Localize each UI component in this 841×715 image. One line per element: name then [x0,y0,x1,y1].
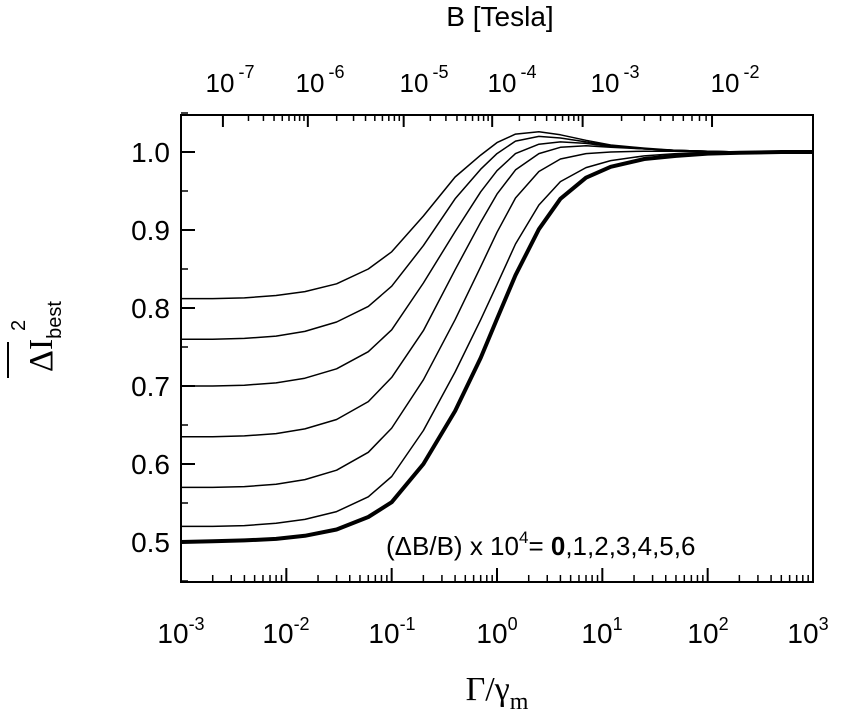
top-tick-label-2: 10 -5 [400,62,449,98]
series-line-0 [180,150,813,544]
y-axis-title-text: ΔIbest2 [8,301,66,372]
y-tick-label-2: 0.7 [131,371,170,402]
y-tick-label-3: 0.8 [131,293,170,324]
y-tick-label-0: 0.5 [131,527,170,558]
series-line-5 [181,135,813,340]
top-tick-label-4: 10 -3 [591,62,640,98]
y-axis-title: ΔIbest2 [7,301,66,378]
left-axis-ticks [181,112,195,582]
x-tick-label-0: 10-3 [157,614,204,649]
y-tick-label-5: 1.0 [131,137,170,168]
top-axis-ticks [221,115,714,127]
top-tick-label-3: 10 -4 [488,62,537,98]
x-tick-label-1: 10-2 [262,614,309,649]
y-tick-label-1: 0.6 [131,449,170,480]
bottom-axis-ticks [180,568,814,582]
top-tick-label-5: 10 -2 [711,62,760,98]
top-axis-title: B [Tesla] [446,1,553,32]
x-tick-label-3: 100 [476,614,517,649]
series-line-3 [181,145,813,438]
y-tick-label-4: 0.9 [131,215,170,246]
top-tick-label-0: 10 -7 [206,62,255,98]
x-tick-label-6: 103 [787,614,828,649]
series-line-2 [181,150,813,489]
x-axis-title: Γ/γm [466,671,529,715]
x-tick-label-2: 10-1 [368,614,415,649]
x-tick-label-5: 102 [687,614,728,649]
series-line-1 [181,151,813,528]
x-tick-label-4: 101 [581,614,622,649]
plot-frame [180,114,814,583]
top-tick-label-1: 10 -6 [296,62,345,98]
annotation: (ΔB/B) x 104= 0,1,2,3,4,5,6 [386,528,695,561]
series-line-4 [181,141,813,387]
series-line-6 [181,130,813,300]
series-lines [180,130,813,544]
